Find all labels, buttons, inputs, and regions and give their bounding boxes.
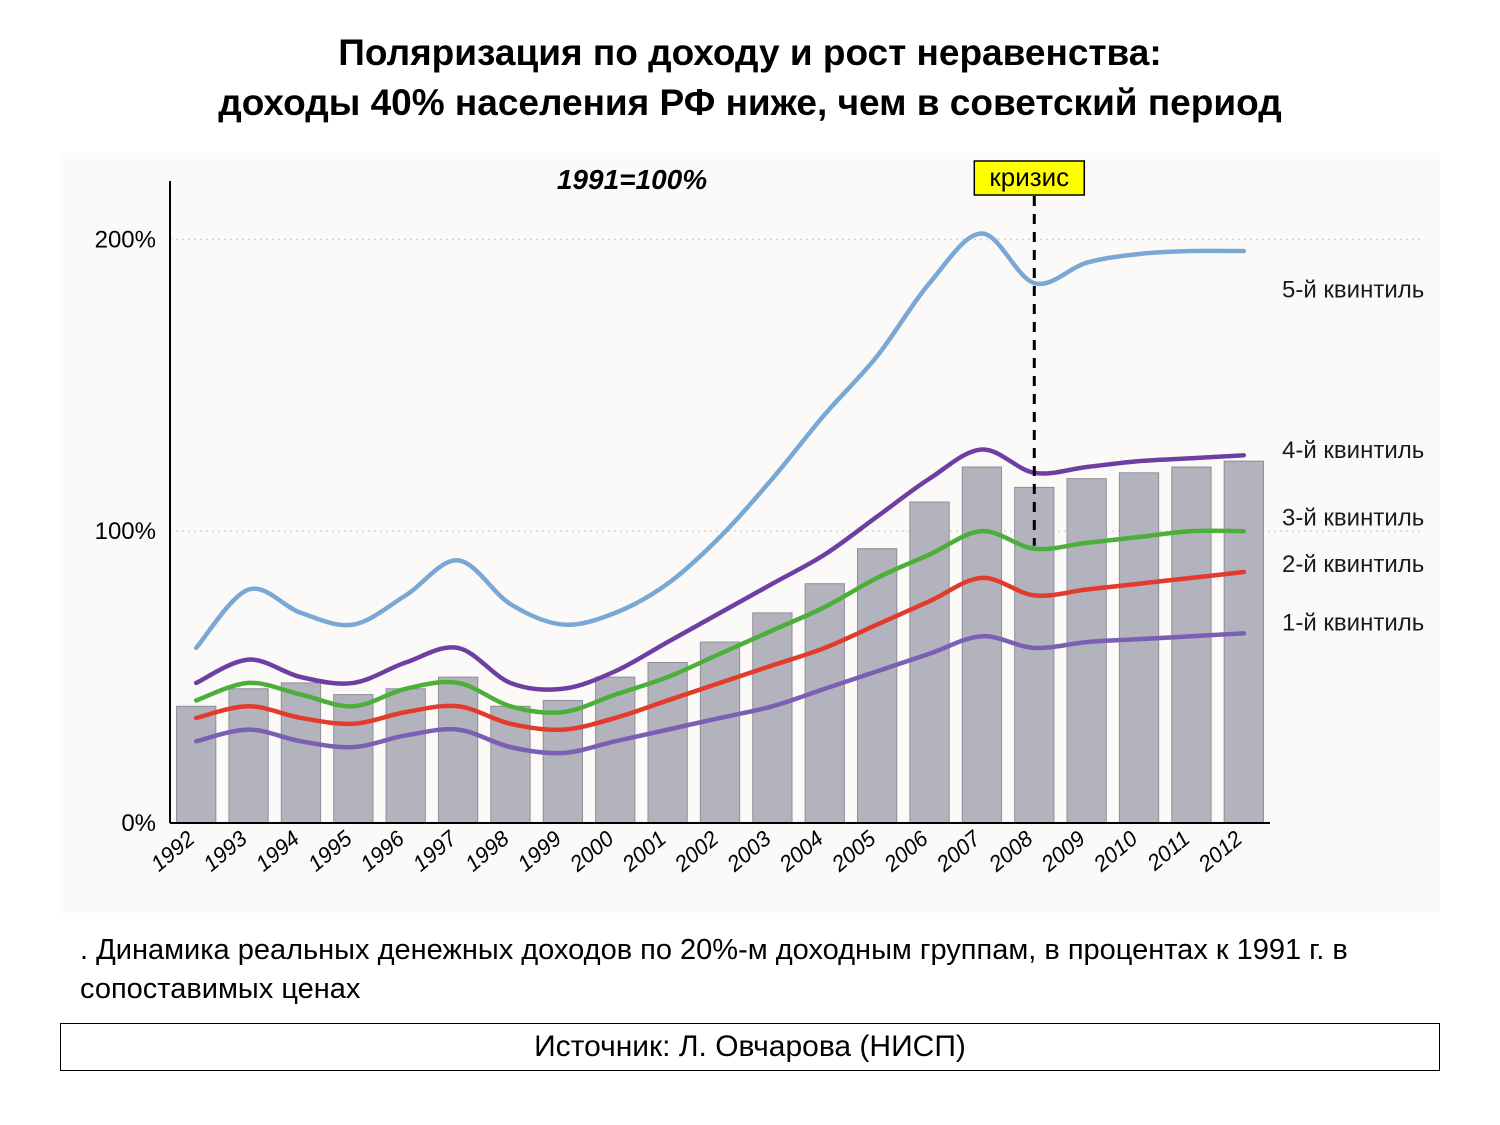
source-text: Источник: Л. Овчарова (НИСП)	[534, 1030, 966, 1063]
svg-text:4-й квинтиль: 4-й квинтиль	[1282, 437, 1424, 464]
svg-text:100%: 100%	[95, 518, 156, 545]
chart-container: 0%100%200%199219931994199519961997199819…	[60, 153, 1440, 913]
svg-text:1-й квинтиль: 1-й квинтиль	[1282, 609, 1424, 636]
quintile-chart: 0%100%200%199219931994199519961997199819…	[60, 153, 1440, 913]
svg-text:5-й квинтиль: 5-й квинтиль	[1282, 277, 1424, 304]
title-line-2: доходы 40% населения РФ ниже, чем в сове…	[218, 82, 1281, 123]
svg-text:3-й квинтиль: 3-й квинтиль	[1282, 504, 1424, 531]
source-box: Источник: Л. Овчарова (НИСП)	[60, 1023, 1440, 1071]
svg-text:2-й квинтиль: 2-й квинтиль	[1282, 551, 1424, 578]
svg-text:200%: 200%	[95, 226, 156, 253]
chart-caption: . Динамика реальных денежных доходов по …	[80, 931, 1420, 1009]
svg-text:1991=100%: 1991=100%	[557, 164, 707, 195]
page-title: Поляризация по доходу и рост неравенства…	[0, 0, 1500, 128]
svg-text:0%: 0%	[121, 810, 156, 837]
title-line-1: Поляризация по доходу и рост неравенства…	[338, 32, 1161, 73]
svg-text:кризис: кризис	[989, 162, 1069, 192]
